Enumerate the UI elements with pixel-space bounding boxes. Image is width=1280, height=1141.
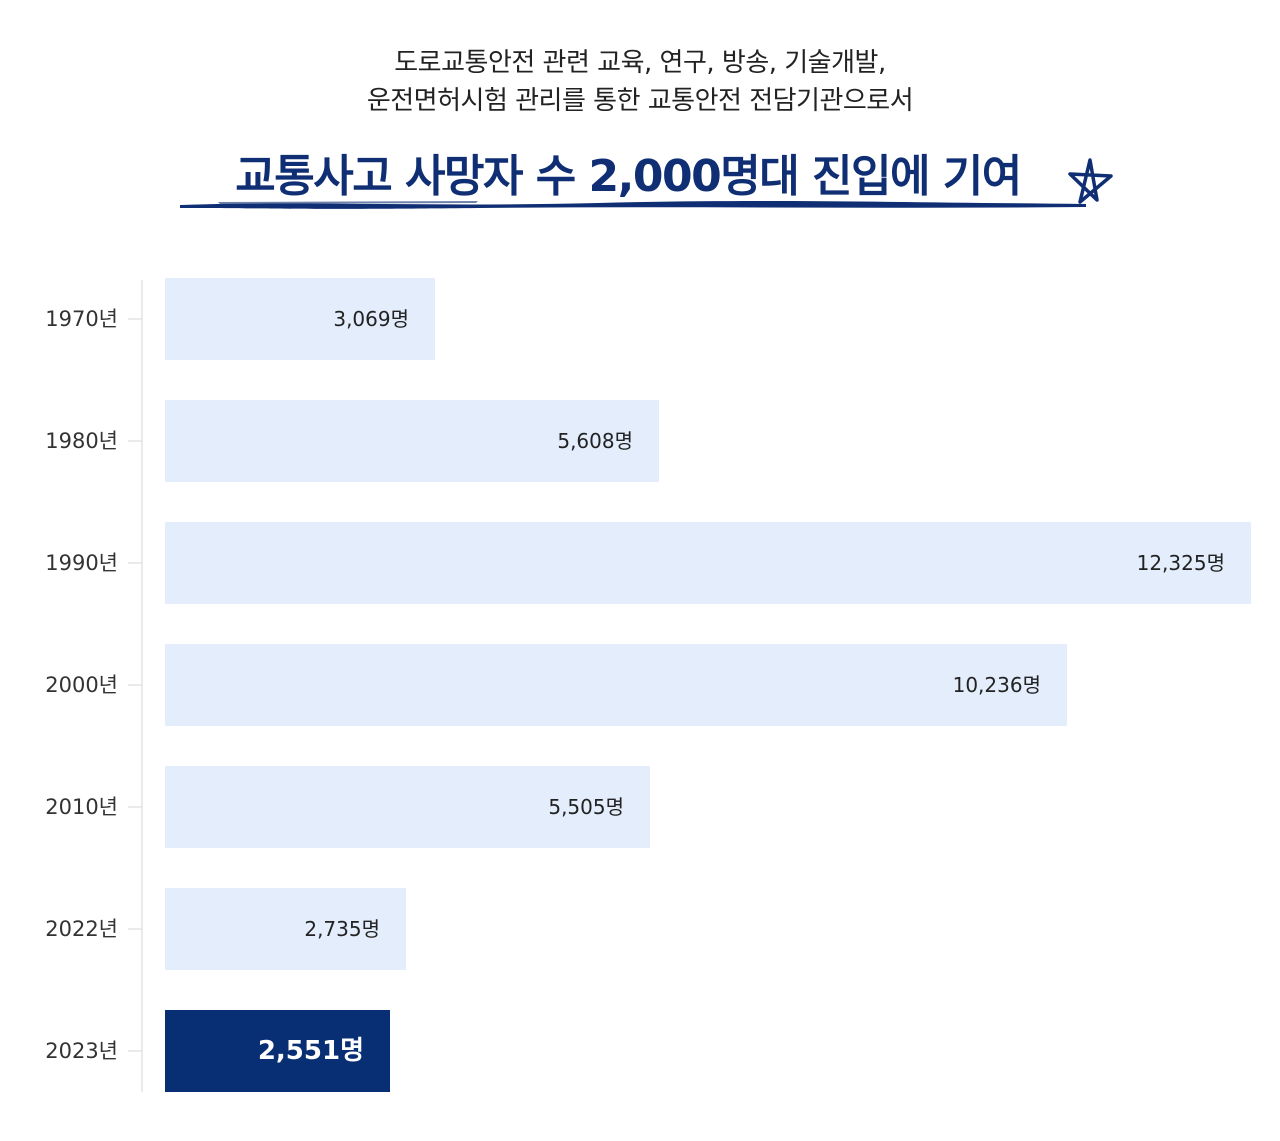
data-label: 5,608명 bbox=[557, 429, 633, 453]
bar-1980년 bbox=[165, 400, 659, 482]
bar-2010년 bbox=[165, 766, 650, 848]
y-tick-label: 2010년 bbox=[45, 795, 118, 819]
bar-2000년 bbox=[165, 644, 1067, 726]
y-tick-label: 2000년 bbox=[45, 673, 118, 697]
y-tick-label: 2023년 bbox=[45, 1039, 118, 1063]
bar-2023년 bbox=[165, 1010, 390, 1092]
star-icon bbox=[1068, 158, 1113, 204]
y-tick-label: 1970년 bbox=[45, 307, 118, 331]
bar-2022년 bbox=[165, 888, 406, 970]
brush-underline bbox=[180, 201, 1086, 209]
y-tick-label: 2022년 bbox=[45, 917, 118, 941]
data-label: 5,505명 bbox=[548, 795, 624, 819]
data-label: 10,236명 bbox=[953, 673, 1041, 697]
headline: 교통사고 사망자 수 2,000명대 진입에 기여 bbox=[235, 151, 1022, 202]
bar-1970년 bbox=[165, 278, 435, 360]
bar-1990년 bbox=[165, 522, 1251, 604]
data-label: 2,551명 bbox=[258, 1036, 364, 1066]
data-label: 2,735명 bbox=[304, 917, 380, 941]
y-tick-label: 1990년 bbox=[45, 551, 118, 575]
y-tick-label: 1980년 bbox=[45, 429, 118, 453]
data-label: 12,325명 bbox=[1137, 551, 1225, 575]
subtitle-line-1: 도로교통안전 관련 교육, 연구, 방송, 기술개발, bbox=[394, 48, 886, 78]
data-label: 3,069명 bbox=[333, 307, 409, 331]
subtitle-line-2: 운전면허시험 관리를 통한 교통안전 전담기관으로서 bbox=[366, 86, 914, 116]
